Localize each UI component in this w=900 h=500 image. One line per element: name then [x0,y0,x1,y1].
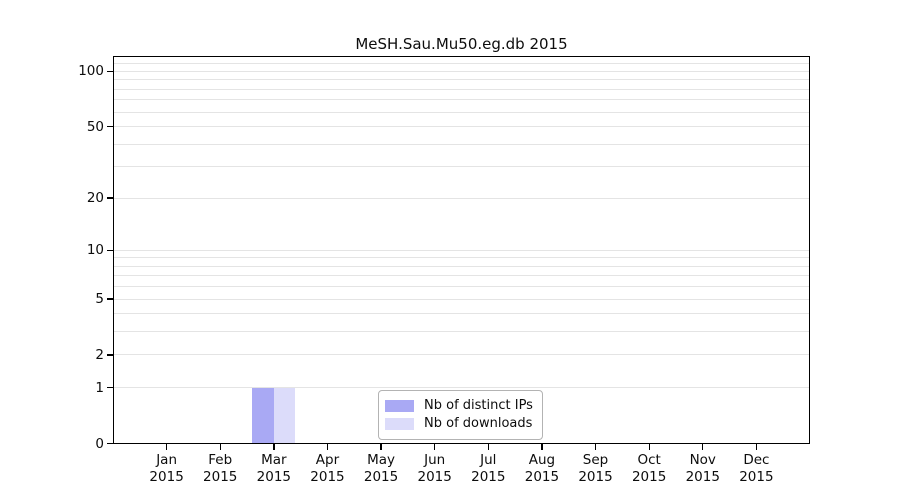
y-axis-tick-100 [107,70,113,73]
y-gridline-10 [113,249,810,251]
y-gridline-8 [113,265,810,267]
y-axis-tick-0 [107,442,113,445]
y-tick-label-50: 50 [86,118,104,135]
y-gridline-80 [113,88,810,90]
y-gridline-30 [113,166,810,168]
y-gridline-1 [113,387,810,389]
y-gridline-4 [113,313,810,315]
x-axis-tick-aug [541,444,543,450]
y-tick-label-0: 0 [95,435,104,452]
x-tick-label-year-aug: 2015 [524,469,560,485]
x-tick-label-month-nov: Nov [689,452,716,468]
legend: Nb of distinct IPs Nb of downloads [378,390,543,440]
x-axis-tick-feb [219,444,221,450]
x-tick-label-month-dec: Dec [743,452,770,468]
x-tick-label-month-aug: Aug [528,452,556,468]
y-tick-label-20: 20 [86,190,104,207]
x-tick-label-year-may: 2015 [363,469,399,485]
y-tick-label-2: 2 [95,346,104,363]
x-tick-label-year-oct: 2015 [631,469,667,485]
y-axis-tick-2 [107,354,113,356]
y-gridline-5 [113,298,810,300]
x-axis-tick-dec [755,444,758,450]
y-tick-label-5: 5 [95,291,104,308]
y-gridline-2 [113,354,810,356]
y-axis-tick-20 [107,197,113,199]
x-tick-label-month-oct: Oct [637,452,661,468]
legend-item-distinct-ips: Nb of distinct IPs [385,398,534,414]
y-tick-label-1: 1 [95,379,104,396]
x-tick-label-month-feb: Feb [208,452,233,468]
y-gridline-50 [113,126,810,128]
legend-label: Nb of downloads [424,416,533,431]
x-tick-label-year-jan: 2015 [149,469,184,485]
x-axis-tick-jun [434,444,436,450]
x-tick-label-month-mar: Mar [261,452,287,468]
x-axis-tick-sep [594,444,597,450]
x-tick-label-year-mar: 2015 [256,469,292,485]
y-tick-label-100: 100 [78,63,104,80]
y-gridline-40 [113,143,810,145]
x-tick-label-month-apr: Apr [315,452,340,468]
legend-swatch-distinct-ips-icon [385,400,414,412]
x-tick-label-year-nov: 2015 [685,469,720,485]
bar-nb-of-distinct-ips-mar-2015 [252,387,274,444]
x-tick-label-month-jun: Jun [424,452,446,468]
x-axis-tick-nov [702,444,704,450]
x-tick-label-year-jun: 2015 [417,469,452,485]
x-tick-label-month-sep: Sep [582,452,609,468]
y-gridline-3 [113,331,810,333]
y-gridline-90 [113,79,810,81]
y-gridline-60 [113,111,810,113]
x-tick-label-month-jan: Jan [156,452,178,468]
y-axis-tick-5 [107,298,113,300]
y-axis-tick-50 [107,125,113,128]
y-axis-tick-1 [107,387,113,389]
x-tick-label-year-feb: 2015 [203,469,238,485]
y-gridline-9 [113,257,810,259]
x-axis-tick-may [380,444,382,450]
x-tick-label-month-may: May [367,452,396,468]
y-gridline-110 [113,63,810,65]
chart-title: MeSH.Sau.Mu50.eg.db 2015 [355,35,568,53]
x-tick-label-year-sep: 2015 [578,469,613,485]
y-axis-tick-10 [107,249,113,251]
legend-swatch-downloads-icon [385,418,414,430]
legend-label: Nb of distinct IPs [424,398,533,413]
x-axis-tick-jan [166,444,168,450]
legend-item-downloads: Nb of downloads [385,416,534,432]
x-axis-tick-mar [273,444,275,450]
bar-nb-of-downloads-mar-2015 [273,387,296,444]
x-tick-label-year-jul: 2015 [471,469,506,485]
x-axis-tick-oct [648,444,650,450]
y-gridline-20 [113,197,810,199]
y-gridline-70 [113,99,810,101]
y-gridline-6 [113,286,810,288]
plot-area-frame [113,56,810,444]
y-tick-label-10: 10 [86,242,104,259]
x-tick-label-year-apr: 2015 [310,469,345,485]
x-tick-label-year-dec: 2015 [739,469,774,485]
x-axis-tick-jul [487,444,489,450]
x-tick-label-month-jul: Jul [480,452,497,468]
y-gridline-7 [113,275,810,277]
y-gridline-100 [113,70,810,72]
x-axis-tick-apr [326,444,329,450]
